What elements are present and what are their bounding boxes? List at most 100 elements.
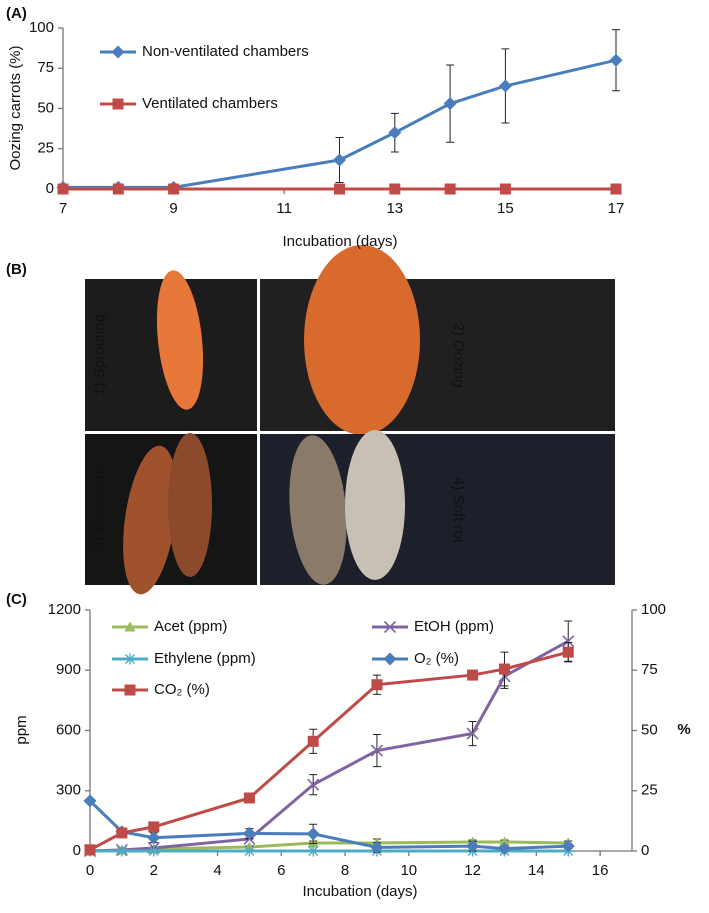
series-line bbox=[89, 639, 569, 853]
y-tick-label: 600 bbox=[56, 721, 81, 738]
marker bbox=[561, 839, 575, 853]
panel-label: (A) bbox=[6, 5, 27, 22]
legend-label: Ventilated chambers bbox=[142, 95, 278, 112]
marker bbox=[466, 727, 479, 740]
marker bbox=[116, 845, 128, 857]
marker bbox=[467, 669, 479, 681]
marker bbox=[116, 827, 128, 839]
x-tick-label: 0 bbox=[86, 862, 94, 879]
photo-label: 2) Oozing bbox=[450, 322, 467, 387]
y-tick-label: 50 bbox=[37, 99, 54, 116]
photo-label: 1) Sprouting bbox=[91, 314, 108, 396]
legend-label: Acet (ppm) bbox=[154, 618, 227, 635]
x-tick-label: 16 bbox=[592, 862, 609, 879]
legend-label: O₂ (%) bbox=[414, 650, 459, 667]
marker bbox=[609, 53, 623, 67]
y-axis-title: Oozing carrots (%) bbox=[7, 45, 24, 170]
marker bbox=[243, 845, 255, 857]
x-tick-label: 11 bbox=[276, 200, 292, 217]
marker bbox=[333, 153, 346, 167]
x-tick-label: 12 bbox=[464, 862, 481, 879]
y2-tick-label: 25 bbox=[641, 782, 658, 799]
legend-label: Ethylene (ppm) bbox=[154, 650, 256, 667]
legend-marker bbox=[124, 684, 136, 696]
y-tick-label: 0 bbox=[46, 180, 54, 197]
legend-marker bbox=[124, 621, 136, 632]
marker bbox=[498, 836, 510, 847]
carrot bbox=[123, 445, 177, 595]
carrot bbox=[289, 435, 347, 585]
legend-label: EtOH (ppm) bbox=[414, 618, 494, 635]
legend-marker bbox=[124, 653, 136, 665]
marker bbox=[148, 845, 160, 857]
marker bbox=[57, 183, 69, 195]
y-tick-label: 900 bbox=[56, 661, 81, 678]
marker bbox=[307, 735, 319, 747]
marker bbox=[562, 646, 574, 658]
y-tick-label: 75 bbox=[37, 59, 54, 76]
marker bbox=[466, 839, 480, 853]
carrot bbox=[304, 245, 420, 435]
panel-label: (B) bbox=[6, 261, 27, 278]
y-tick-label: 100 bbox=[29, 19, 54, 36]
marker bbox=[388, 126, 402, 140]
marker bbox=[370, 744, 384, 757]
photo-label: 3) Brownish bbox=[91, 470, 108, 549]
x-tick-label: 17 bbox=[608, 200, 625, 217]
x-tick-label: 13 bbox=[386, 200, 403, 217]
x-tick-label: 6 bbox=[277, 862, 285, 879]
marker bbox=[499, 183, 511, 195]
photo-label: 4) Soft rot bbox=[450, 477, 467, 544]
marker bbox=[83, 794, 97, 808]
marker bbox=[168, 183, 180, 195]
x-tick-label: 4 bbox=[213, 862, 221, 879]
x-tick-label: 15 bbox=[497, 200, 514, 217]
legend-marker bbox=[383, 652, 397, 666]
legend-label: Non-ventilated chambers bbox=[142, 43, 309, 60]
y-axis-title: ppm bbox=[13, 715, 30, 744]
marker bbox=[84, 844, 96, 856]
y-tick-label: 1200 bbox=[48, 601, 81, 618]
marker bbox=[498, 663, 510, 675]
legend-label: CO₂ (%) bbox=[154, 681, 210, 698]
x-tick-label: 14 bbox=[528, 862, 545, 879]
x-tick-label: 9 bbox=[169, 200, 177, 217]
carrot bbox=[168, 433, 212, 577]
x-tick-label: 10 bbox=[400, 862, 417, 879]
marker bbox=[306, 827, 320, 841]
y2-tick-label: 50 bbox=[641, 721, 658, 738]
panel-label: (C) bbox=[6, 591, 27, 608]
x-tick-label: 8 bbox=[341, 862, 349, 879]
carrot bbox=[156, 270, 204, 410]
marker bbox=[444, 183, 456, 195]
y-tick-label: 0 bbox=[73, 842, 81, 859]
marker bbox=[371, 679, 383, 691]
marker bbox=[497, 842, 511, 856]
x-tick-label: 7 bbox=[59, 200, 67, 217]
carrot bbox=[345, 430, 405, 580]
y2-tick-label: 100 bbox=[641, 601, 666, 618]
marker bbox=[307, 845, 319, 857]
legend-marker bbox=[112, 98, 124, 110]
marker bbox=[562, 635, 575, 648]
marker bbox=[112, 183, 124, 195]
y2-tick-label: 0 bbox=[641, 842, 649, 859]
marker bbox=[443, 97, 457, 111]
marker bbox=[243, 792, 255, 804]
marker bbox=[370, 840, 384, 854]
marker bbox=[242, 826, 256, 840]
y2-axis-title: % bbox=[677, 721, 690, 738]
x-tick-label: 2 bbox=[150, 862, 158, 879]
marker bbox=[334, 183, 345, 195]
y-tick-label: 25 bbox=[37, 140, 54, 157]
photo-panel: 1) Sprouting 2) Oozing 3) Brownish 4) So… bbox=[85, 245, 615, 595]
marker bbox=[147, 831, 161, 845]
marker bbox=[389, 183, 401, 195]
marker bbox=[148, 821, 160, 833]
y-tick-label: 300 bbox=[56, 782, 81, 799]
legend-marker bbox=[111, 45, 125, 59]
marker bbox=[498, 79, 512, 93]
marker bbox=[610, 183, 622, 195]
marker bbox=[307, 778, 320, 791]
